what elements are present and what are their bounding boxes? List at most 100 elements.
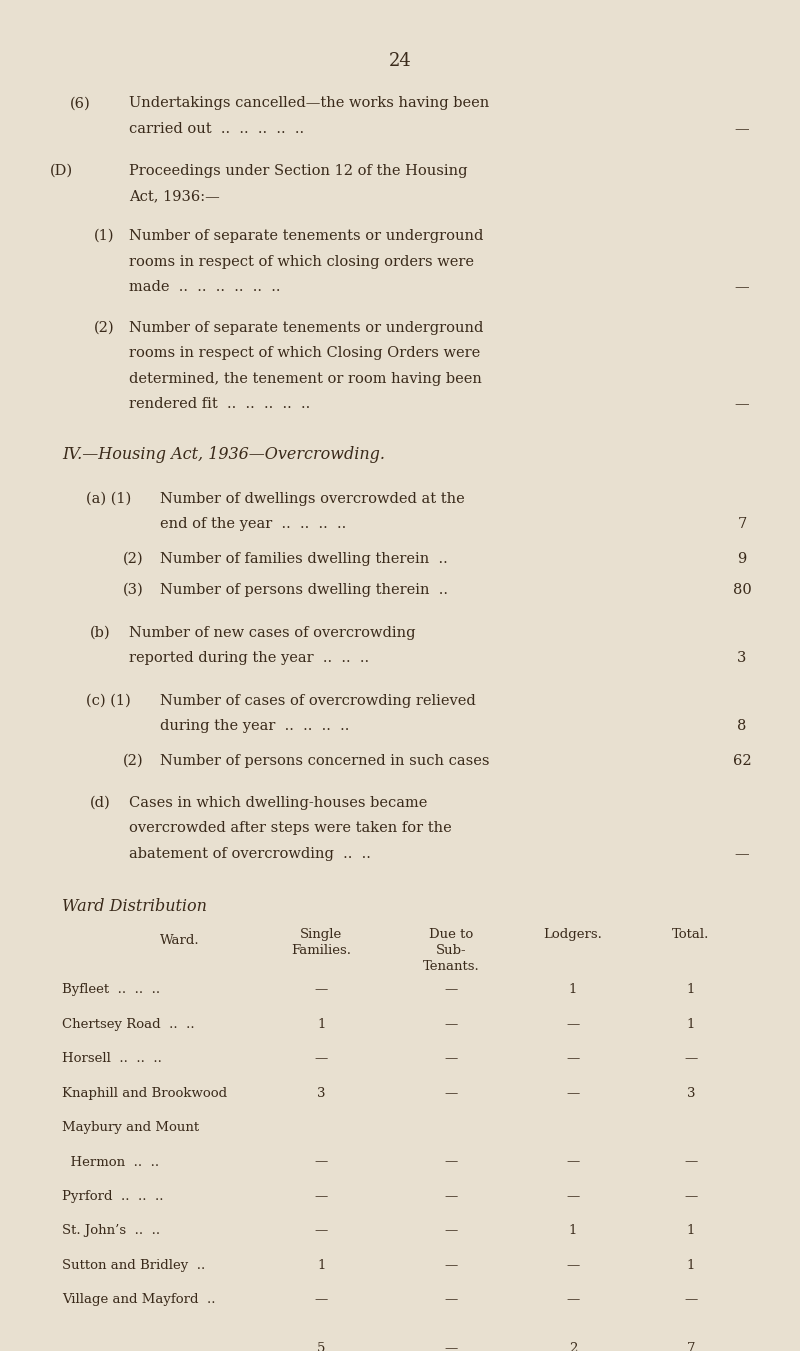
Text: Undertakings cancelled—the works having been: Undertakings cancelled—the works having … [129,96,489,111]
Text: overcrowded after steps were taken for the: overcrowded after steps were taken for t… [129,821,451,835]
Text: —: — [566,1086,579,1100]
Text: —: — [734,847,750,861]
Text: —: — [734,280,750,295]
Text: —: — [445,1259,458,1271]
Text: Sutton and Bridley  ..: Sutton and Bridley .. [62,1259,206,1271]
Text: —: — [566,1259,579,1271]
Text: (a) (1): (a) (1) [86,492,131,505]
Text: Village and Mayford  ..: Village and Mayford .. [62,1293,215,1306]
Text: Ward Distribution: Ward Distribution [62,898,207,915]
Text: Maybury and Mount: Maybury and Mount [62,1121,199,1133]
Text: —: — [445,1017,458,1031]
Text: during the year  ..  ..  ..  ..: during the year .. .. .. .. [160,719,350,734]
Text: 7: 7 [686,1342,695,1351]
Text: —: — [566,1052,579,1065]
Text: —: — [314,1224,328,1238]
Text: Number of dwellings overcrowded at the: Number of dwellings overcrowded at the [160,492,465,505]
Text: Number of persons concerned in such cases: Number of persons concerned in such case… [160,754,490,767]
Text: Knaphill and Brookwood: Knaphill and Brookwood [62,1086,227,1100]
Text: carried out  ..  ..  ..  ..  ..: carried out .. .. .. .. .. [129,122,304,136]
Text: (2): (2) [94,322,114,335]
Text: 80: 80 [733,582,751,597]
Text: —: — [445,1052,458,1065]
Text: (D): (D) [50,163,74,178]
Text: Due to
Sub-
Tenants.: Due to Sub- Tenants. [422,928,479,974]
Text: Number of cases of overcrowding relieved: Number of cases of overcrowding relieved [160,693,476,708]
Text: —: — [684,1190,698,1202]
Text: —: — [445,1342,458,1351]
Text: —: — [566,1190,579,1202]
Text: 3: 3 [738,651,746,666]
Text: end of the year  ..  ..  ..  ..: end of the year .. .. .. .. [160,517,346,531]
Text: St. John’s  ..  ..: St. John’s .. .. [62,1224,160,1238]
Text: 1: 1 [318,1259,326,1271]
Text: 62: 62 [733,754,751,767]
Text: rooms in respect of which Closing Orders were: rooms in respect of which Closing Orders… [129,346,480,361]
Text: Proceedings under Section 12 of the Housing: Proceedings under Section 12 of the Hous… [129,163,467,178]
Text: —: — [734,397,750,412]
Text: —: — [314,1052,328,1065]
Text: —: — [314,1293,328,1306]
Text: determined, the tenement or room having been: determined, the tenement or room having … [129,372,482,386]
Text: —: — [684,1052,698,1065]
Text: 24: 24 [389,51,411,70]
Text: 3: 3 [317,1086,326,1100]
Text: —: — [314,1155,328,1169]
Text: 1: 1 [318,1017,326,1031]
Text: 1: 1 [569,984,577,996]
Text: Number of families dwelling therein  ..: Number of families dwelling therein .. [160,553,448,566]
Text: —: — [566,1293,579,1306]
Text: 3: 3 [686,1086,695,1100]
Text: Number of separate tenements or underground: Number of separate tenements or undergro… [129,230,483,243]
Text: (3): (3) [123,582,144,597]
Text: —: — [445,1224,458,1238]
Text: 1: 1 [686,1224,695,1238]
Text: Hermon  ..  ..: Hermon .. .. [62,1155,159,1169]
Text: Lodgers.: Lodgers. [543,928,602,942]
Text: (1): (1) [94,230,114,243]
Text: (6): (6) [70,96,90,111]
Text: 1: 1 [686,984,695,996]
Text: (2): (2) [123,754,144,767]
Text: (d): (d) [90,796,110,809]
Text: —: — [734,122,750,136]
Text: reported during the year  ..  ..  ..: reported during the year .. .. .. [129,651,369,666]
Text: 7: 7 [738,517,746,531]
Text: 2: 2 [569,1342,577,1351]
Text: —: — [684,1155,698,1169]
Text: IV.—Housing Act, 1936—Overcrowding.: IV.—Housing Act, 1936—Overcrowding. [62,446,385,463]
Text: (b): (b) [90,626,110,640]
Text: Horsell  ..  ..  ..: Horsell .. .. .. [62,1052,162,1065]
Text: —: — [445,1155,458,1169]
Text: 9: 9 [738,553,746,566]
Text: Number of new cases of overcrowding: Number of new cases of overcrowding [129,626,415,640]
Text: 1: 1 [686,1017,695,1031]
Text: Act, 1936:—: Act, 1936:— [129,189,219,204]
Text: Number of separate tenements or underground: Number of separate tenements or undergro… [129,322,483,335]
Text: 1: 1 [569,1224,577,1238]
Text: —: — [566,1017,579,1031]
Text: Cases in which dwelling-houses became: Cases in which dwelling-houses became [129,796,427,809]
Text: (c) (1): (c) (1) [86,693,130,708]
Text: —: — [445,1086,458,1100]
Text: —: — [314,1190,328,1202]
Text: —: — [314,984,328,996]
Text: rooms in respect of which closing orders were: rooms in respect of which closing orders… [129,254,474,269]
Text: —: — [566,1155,579,1169]
Text: rendered fit  ..  ..  ..  ..  ..: rendered fit .. .. .. .. .. [129,397,310,412]
Text: 5: 5 [318,1342,326,1351]
Text: Total.: Total. [672,928,710,942]
Text: —: — [684,1293,698,1306]
Text: 1: 1 [686,1259,695,1271]
Text: Pyrford  ..  ..  ..: Pyrford .. .. .. [62,1190,163,1202]
Text: 8: 8 [738,719,746,734]
Text: (2): (2) [123,553,144,566]
Text: made  ..  ..  ..  ..  ..  ..: made .. .. .. .. .. .. [129,280,280,295]
Text: Chertsey Road  ..  ..: Chertsey Road .. .. [62,1017,194,1031]
Text: —: — [445,1293,458,1306]
Text: Single
Families.: Single Families. [291,928,351,958]
Text: Ward.: Ward. [160,934,200,947]
Text: Number of persons dwelling therein  ..: Number of persons dwelling therein .. [160,582,448,597]
Text: —: — [445,1190,458,1202]
Text: —: — [445,984,458,996]
